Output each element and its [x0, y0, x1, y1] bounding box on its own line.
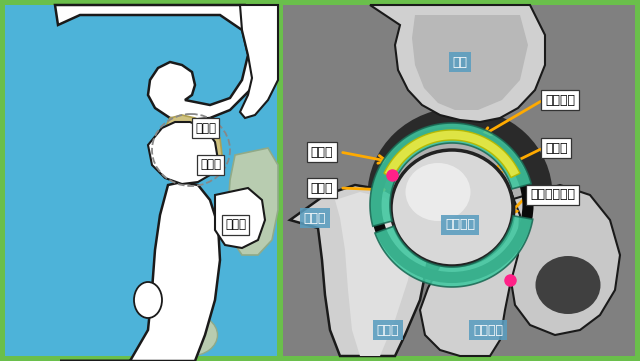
- Polygon shape: [240, 5, 278, 118]
- Polygon shape: [55, 5, 260, 120]
- Ellipse shape: [396, 154, 514, 266]
- Polygon shape: [375, 216, 532, 287]
- Polygon shape: [148, 122, 218, 184]
- Polygon shape: [384, 130, 520, 178]
- Text: 坐骨結節: 坐骨結節: [473, 323, 503, 336]
- Text: 大転子: 大転子: [225, 218, 246, 231]
- Text: 関節腔: 関節腔: [545, 142, 568, 155]
- Ellipse shape: [536, 256, 600, 314]
- Ellipse shape: [391, 150, 513, 266]
- Text: 大腿骨頭: 大腿骨頭: [445, 218, 475, 231]
- Polygon shape: [335, 192, 415, 356]
- Ellipse shape: [392, 133, 532, 263]
- Ellipse shape: [134, 282, 162, 318]
- Text: 関節包: 関節包: [311, 182, 333, 195]
- Ellipse shape: [406, 163, 470, 221]
- Text: 大転子: 大転子: [304, 212, 326, 225]
- Ellipse shape: [407, 164, 477, 226]
- Text: 関節包: 関節包: [200, 158, 221, 171]
- Text: 腸骨: 腸骨: [452, 56, 467, 69]
- Ellipse shape: [163, 314, 218, 356]
- Polygon shape: [370, 123, 531, 226]
- Polygon shape: [162, 115, 222, 175]
- Polygon shape: [370, 5, 545, 122]
- Text: 大腿骨頭靭帯: 大腿骨頭靭帯: [530, 188, 575, 201]
- Polygon shape: [228, 148, 278, 255]
- Text: 小転子: 小転子: [377, 323, 399, 336]
- Bar: [283, 5, 635, 356]
- Polygon shape: [508, 185, 620, 335]
- Polygon shape: [420, 190, 520, 356]
- Polygon shape: [290, 185, 428, 356]
- Text: 関節唇: 関節唇: [311, 145, 333, 158]
- Text: 関節軟骨: 関節軟骨: [545, 93, 575, 106]
- Polygon shape: [412, 15, 528, 110]
- Polygon shape: [60, 182, 220, 361]
- Text: 関節唇: 関節唇: [195, 122, 216, 135]
- Ellipse shape: [367, 108, 552, 283]
- Bar: [5, 5, 276, 356]
- Polygon shape: [215, 188, 265, 248]
